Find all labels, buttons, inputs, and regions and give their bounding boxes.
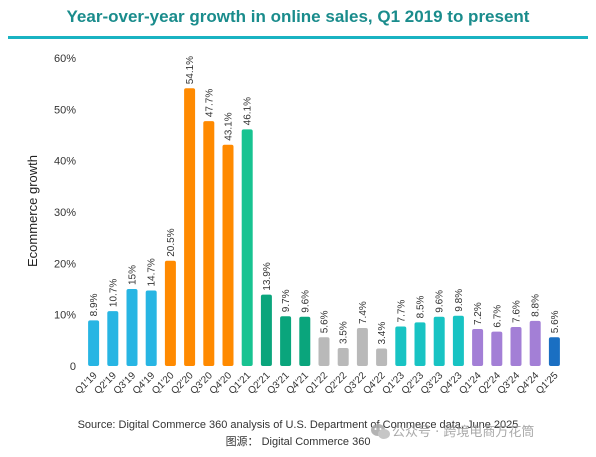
bar <box>395 326 407 366</box>
y-ticks: 0 10% 20% 30% 40% 50% 60% <box>54 53 76 373</box>
bar <box>126 289 138 366</box>
title-rule <box>8 36 588 39</box>
source-note: Source: Digital Commerce 360 analysis of… <box>78 419 519 431</box>
bar-value-label: 43.1% <box>224 112 235 140</box>
value-labels: 8.9% 10.7% 15% 14.7% 20.5% 54.1% 47.7% 43.1% 46.… <box>89 56 561 345</box>
bar-value-label: 8.8% <box>531 294 542 317</box>
image-credit: 图源： Digital Commerce 360 <box>226 434 371 448</box>
x-tick-label: Q1'25 <box>534 370 561 397</box>
bar <box>241 129 253 366</box>
bar-value-label: 54.1% <box>185 56 196 84</box>
y-tick-label: 0 <box>70 361 76 373</box>
bar <box>88 320 100 366</box>
bar-value-label: 10.7% <box>108 279 119 307</box>
bars <box>88 88 560 366</box>
bar-value-label: 15% <box>128 265 139 285</box>
y-tick-label: 20% <box>54 258 76 270</box>
y-tick-label: 60% <box>54 53 76 65</box>
bar <box>433 316 445 366</box>
bar-value-label: 47.7% <box>204 89 215 117</box>
bar <box>203 121 215 366</box>
bar <box>452 315 464 366</box>
bar <box>510 326 522 366</box>
bar-value-label: 8.9% <box>89 293 100 316</box>
bar-value-label: 3.5% <box>339 321 350 344</box>
bar-value-label: 5.6% <box>320 310 331 333</box>
y-tick-label: 10% <box>54 310 76 322</box>
bar <box>222 144 234 366</box>
bar-value-label: 9.6% <box>300 290 311 313</box>
bar <box>414 322 426 366</box>
x-ticks: Q1'19Q2'19Q3'19Q4'19Q1'20Q2'20Q3'20Q4'20… <box>73 370 561 397</box>
bar-value-label: 7.6% <box>512 300 523 323</box>
bar <box>107 311 119 366</box>
bar <box>356 328 368 366</box>
bar-value-label: 6.7% <box>492 305 503 328</box>
bar-value-label: 8.5% <box>416 295 427 318</box>
bar-value-label: 7.7% <box>396 300 407 323</box>
chart-title: Year-over-year growth in online sales, Q… <box>67 7 530 26</box>
y-tick-label: 50% <box>54 104 76 116</box>
bar <box>472 329 484 366</box>
bar-value-label: 13.9% <box>262 262 273 290</box>
bar <box>299 316 311 366</box>
watermark: 公众号 · 跨境电商万花筒 <box>371 424 534 440</box>
bar <box>376 348 388 366</box>
bar-value-label: 20.5% <box>166 228 177 256</box>
bar <box>337 348 349 366</box>
watermark-text: 公众号 · 跨境电商万花筒 <box>392 424 534 440</box>
bar <box>280 316 292 366</box>
bar <box>318 337 330 366</box>
bar-value-label: 7.4% <box>358 301 369 324</box>
bar-value-label: 9.8% <box>454 289 465 312</box>
bar <box>184 88 196 366</box>
bar-value-label: 9.7% <box>281 289 292 312</box>
y-axis-title: Ecommerce growth <box>25 155 40 267</box>
bar <box>145 290 157 366</box>
y-tick-label: 30% <box>54 207 76 219</box>
bar <box>164 260 176 366</box>
bar-value-label: 7.2% <box>473 302 484 325</box>
bar-value-label: 5.6% <box>550 310 561 333</box>
wechat-icon <box>371 424 390 439</box>
bar-value-label: 9.6% <box>435 290 446 313</box>
bar-value-label: 46.1% <box>243 97 254 125</box>
bar-value-label: 14.7% <box>147 258 158 286</box>
bar <box>548 337 560 366</box>
bar <box>529 320 541 366</box>
y-tick-label: 40% <box>54 156 76 168</box>
bar <box>260 294 272 366</box>
bar-value-label: 3.4% <box>377 322 388 345</box>
bar <box>491 331 503 366</box>
